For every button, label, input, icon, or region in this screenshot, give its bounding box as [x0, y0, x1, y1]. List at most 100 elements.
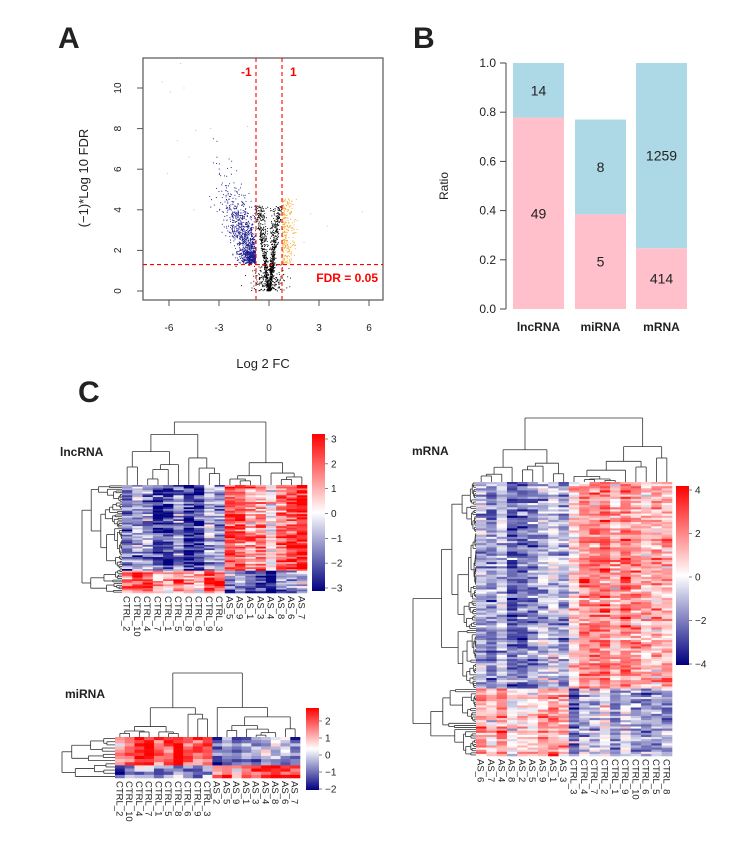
heatmap-cell	[255, 503, 267, 506]
heatmap-title: lncRNA	[60, 445, 104, 459]
heatmap-cell	[214, 563, 226, 566]
heatmap-cell	[173, 529, 184, 532]
heatmap-cell	[265, 581, 277, 584]
heatmap-cell	[173, 545, 184, 548]
volcano-point	[259, 284, 261, 286]
heatmap-cell	[183, 743, 194, 747]
volcano-point	[275, 228, 278, 230]
heatmap-cell	[173, 485, 184, 488]
volcano-point	[261, 207, 263, 209]
heatmap-cell	[235, 519, 246, 522]
heatmap-cell	[193, 519, 205, 522]
heatmap-cell	[173, 570, 184, 573]
volcano-point	[260, 220, 262, 222]
heatmap-cell	[183, 514, 195, 517]
volcano-point	[183, 87, 185, 89]
volcano-point	[289, 252, 291, 254]
heatmap-cell	[152, 505, 164, 508]
heatmap-cell	[122, 551, 133, 554]
volcano-point	[249, 242, 251, 244]
heatmap-cell	[214, 500, 226, 503]
volcano-point	[269, 266, 271, 268]
volcano-point	[240, 209, 242, 211]
volcano-point	[241, 260, 243, 262]
heatmap-cell	[558, 534, 570, 538]
heatmap-cell	[142, 560, 154, 563]
heatmap-cell	[134, 765, 145, 769]
heatmap-cell	[152, 558, 164, 561]
heatmap-cell	[276, 529, 287, 532]
heatmap-cell	[235, 490, 246, 493]
heatmap-cell	[132, 555, 143, 558]
volcano-point	[263, 248, 265, 250]
heatmap-cell	[163, 558, 174, 561]
heatmap-cell	[132, 541, 143, 544]
heatmap-cell	[661, 500, 673, 504]
heatmap-cell	[214, 529, 226, 532]
volcano-point	[290, 251, 293, 253]
volcano-point	[234, 221, 237, 224]
heatmap-cell	[214, 497, 226, 500]
x-axis-label: Log 2 FC	[236, 356, 289, 371]
heatmap-cell	[255, 517, 267, 520]
heatmap-cell	[235, 488, 246, 491]
heatmap-cell	[245, 503, 256, 506]
heatmap-cell	[132, 591, 143, 594]
heatmap-cell	[163, 485, 174, 488]
heatmap-cell	[286, 498, 298, 501]
volcano-point	[273, 259, 275, 261]
volcano-point	[260, 232, 262, 234]
heatmap-cell	[173, 562, 184, 565]
heatmap-cell	[152, 563, 164, 566]
heatmap-cell	[122, 538, 133, 541]
volcano-point	[272, 241, 275, 243]
heatmap-cell	[496, 494, 508, 498]
volcano-point	[228, 158, 230, 160]
heatmap-cell	[224, 560, 236, 563]
volcano-point	[231, 226, 233, 228]
heatmap-cell	[115, 746, 126, 750]
heatmap-cell	[212, 752, 223, 757]
volcano-point	[213, 204, 215, 206]
heatmap-cell	[214, 502, 226, 505]
volcano-point	[271, 269, 273, 271]
volcano-point	[269, 282, 271, 284]
heatmap-cell	[235, 591, 246, 594]
volcano-point	[259, 218, 261, 220]
heatmap-cell	[173, 759, 184, 763]
heatmap-cell	[620, 488, 632, 491]
volcano-point	[259, 276, 261, 279]
column-label: CTRL_9	[203, 596, 214, 631]
heatmap-cell	[630, 547, 642, 550]
volcano-point	[239, 233, 241, 235]
volcano-point	[254, 269, 256, 271]
heatmap-cell	[599, 509, 611, 512]
volcano-point	[245, 252, 247, 254]
heatmap-cell	[548, 511, 559, 514]
heatmap-cell	[496, 541, 508, 544]
heatmap-cell	[224, 577, 236, 580]
volcano-point	[278, 207, 280, 209]
volcano-point	[234, 190, 236, 192]
heatmap-cell	[204, 526, 215, 529]
volcano-point	[266, 249, 268, 251]
heatmap-cell	[630, 519, 642, 523]
heatmap-cell	[142, 500, 154, 503]
heatmap-cell	[255, 582, 267, 585]
heatmap-cell	[132, 490, 143, 493]
volcano-point	[243, 230, 245, 233]
heatmap-cell	[235, 510, 246, 513]
heatmap-cell	[527, 482, 539, 485]
heatmap-cell	[142, 572, 154, 575]
heatmap-cell	[620, 500, 632, 504]
heatmap-cell	[496, 524, 508, 527]
volcano-point	[261, 240, 263, 242]
heatmap-cell	[255, 557, 267, 560]
heatmap-cell	[276, 557, 287, 560]
heatmap-cell	[296, 545, 308, 548]
y-axis-label: (−1)*Log 10 FDR	[76, 129, 91, 228]
heatmap-cell	[122, 572, 133, 575]
heatmap-cell	[231, 759, 242, 763]
heatmap-cell	[261, 774, 272, 779]
heatmap-cell	[193, 570, 205, 573]
